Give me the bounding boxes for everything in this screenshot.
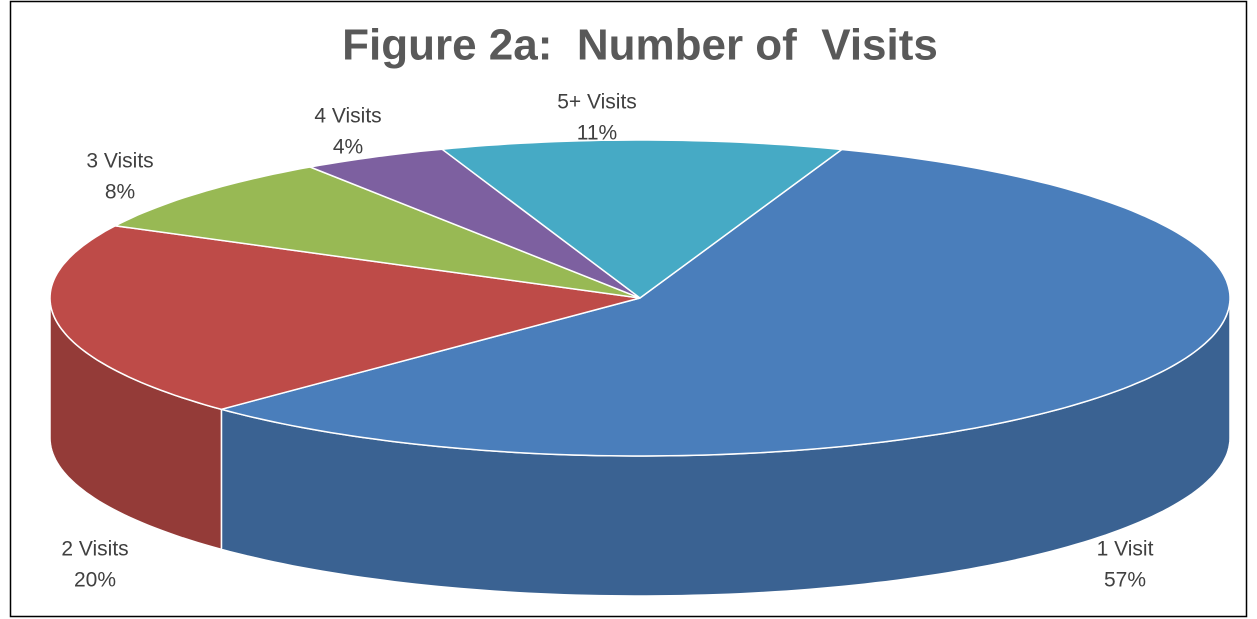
- pie-slice: [112, 166, 641, 299]
- slice-label: 4 Visits: [314, 105, 381, 128]
- pie-slice: [49, 225, 641, 411]
- slice-value-label: 11%: [577, 122, 617, 145]
- slice-value-label: 57%: [1104, 569, 1146, 592]
- slice-label: 1 Visit: [1097, 538, 1154, 561]
- slice-value-label: 4%: [333, 136, 363, 159]
- slice-label: 5+ Visits: [557, 91, 637, 114]
- pie-slice: [307, 148, 641, 299]
- chart-title: Figure 2a: Number of Visits: [342, 21, 938, 70]
- pie-slice: [218, 148, 1231, 457]
- slice-value-label: 20%: [74, 569, 116, 592]
- slice-label: 2 Visits: [61, 538, 128, 561]
- pie-slice: [440, 139, 844, 299]
- slice-value-label: 8%: [105, 181, 135, 204]
- slice-label: 3 Visits: [86, 150, 153, 173]
